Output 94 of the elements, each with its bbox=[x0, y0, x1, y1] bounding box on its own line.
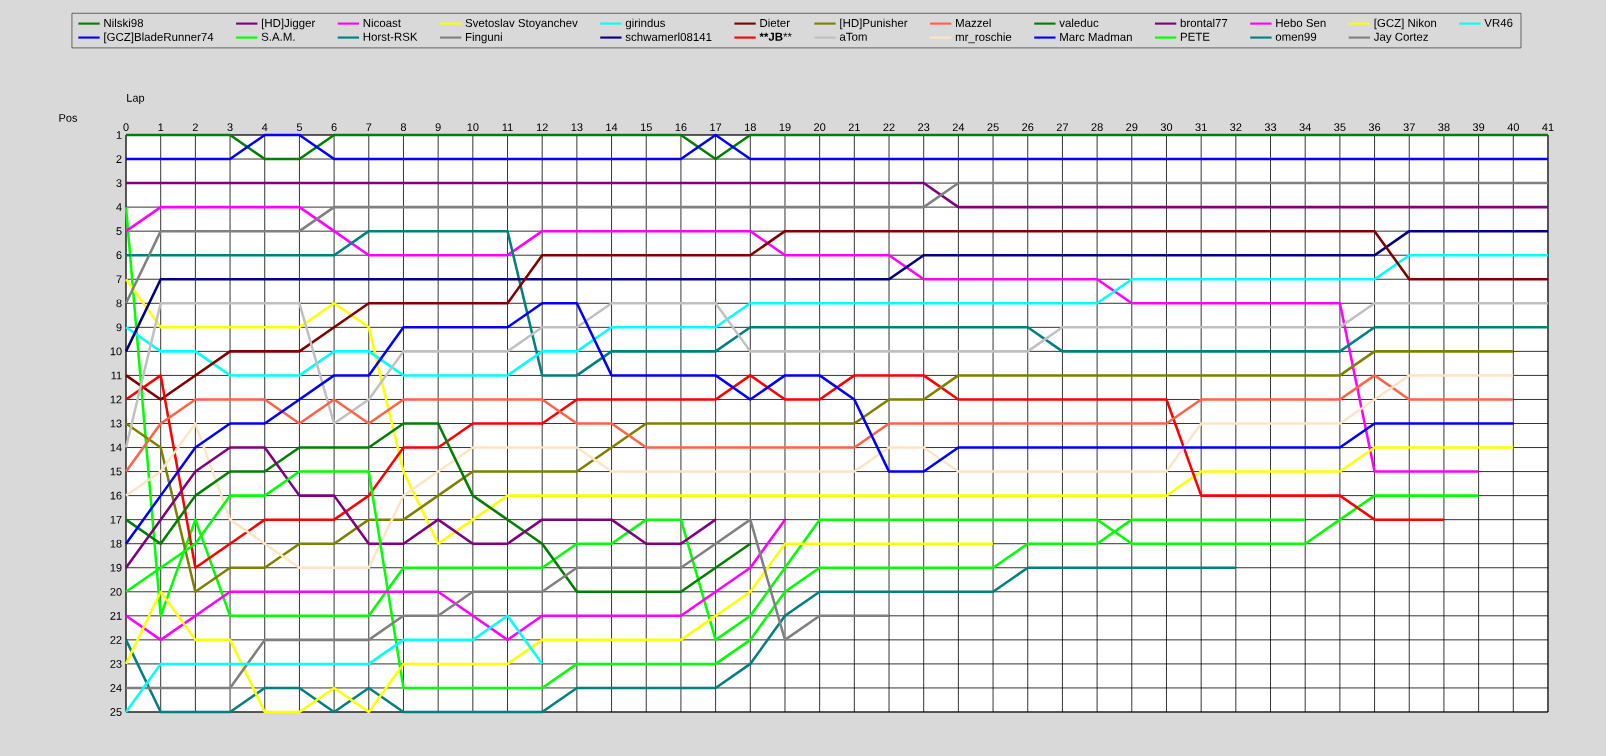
x-tick-label: 14 bbox=[606, 123, 618, 132]
x-tick-label: 0 bbox=[123, 123, 129, 132]
x-tick-label: 32 bbox=[1230, 123, 1242, 132]
y-tick-label: 19 bbox=[110, 563, 122, 572]
x-tick-label: 41 bbox=[1542, 123, 1554, 132]
y-tick-label: 2 bbox=[116, 155, 122, 163]
x-tick-label: 5 bbox=[296, 123, 303, 132]
x-tick-label: 24 bbox=[952, 123, 965, 132]
y-tick-label: 4 bbox=[116, 203, 122, 211]
x-tick-label: 30 bbox=[1160, 123, 1173, 132]
x-tick-label: 19 bbox=[779, 123, 791, 132]
y-tick-label: 20 bbox=[110, 587, 122, 596]
x-tick-label: 25 bbox=[987, 123, 999, 132]
legend-label: mr_roschie bbox=[955, 32, 1012, 44]
x-axis-title: Lap bbox=[127, 94, 145, 104]
y-tick-label: 11 bbox=[111, 371, 122, 380]
legend-label: [GCZ]BladeRunner74 bbox=[104, 32, 214, 44]
legend-label: Horst-RSK bbox=[363, 32, 418, 41]
x-tick-label: 6 bbox=[331, 123, 337, 132]
x-tick-label: 33 bbox=[1264, 123, 1277, 132]
x-tick-label: 12 bbox=[536, 123, 548, 132]
y-tick-label: 9 bbox=[116, 323, 122, 332]
x-tick-label: 21 bbox=[848, 123, 860, 132]
legend-label: **JB** bbox=[759, 32, 792, 41]
legend-label: valeduc bbox=[1059, 18, 1099, 28]
x-tick-label: 40 bbox=[1507, 123, 1519, 132]
x-tick-label: 27 bbox=[1056, 123, 1068, 132]
x-tick-label: 18 bbox=[745, 123, 756, 132]
y-tick-label: 25 bbox=[110, 708, 122, 716]
x-tick-label: 9 bbox=[435, 123, 441, 132]
y-tick-label: 10 bbox=[110, 347, 122, 356]
x-tick-label: 4 bbox=[261, 123, 268, 132]
y-tick-label: 23 bbox=[110, 660, 122, 668]
x-tick-label: 7 bbox=[366, 123, 372, 132]
y-tick-label: 24 bbox=[110, 684, 122, 692]
legend-label: PETE bbox=[1180, 32, 1210, 41]
legend-label: VR46 bbox=[1484, 18, 1513, 27]
x-tick-label: 2 bbox=[192, 123, 198, 132]
legend-label: Marc Madman bbox=[1060, 32, 1132, 41]
x-tick-label: 11 bbox=[502, 123, 513, 132]
x-tick-label: 17 bbox=[710, 123, 722, 132]
legend-label: Finguni bbox=[465, 32, 502, 44]
y-tick-label: 3 bbox=[116, 179, 122, 187]
legend-label: Nilski98 bbox=[104, 18, 144, 28]
legend-label: omen99 bbox=[1275, 32, 1317, 41]
x-tick-label: 38 bbox=[1438, 123, 1450, 132]
y-tick-label: 18 bbox=[110, 539, 122, 548]
legend-label: brontal77 bbox=[1180, 18, 1228, 28]
x-tick-label: 28 bbox=[1091, 123, 1103, 132]
y-tick-label: 22 bbox=[110, 636, 122, 644]
x-tick-label: 37 bbox=[1403, 123, 1415, 132]
legend-label: schwamerl08141 bbox=[625, 32, 712, 41]
x-tick-label: 35 bbox=[1334, 123, 1346, 132]
y-tick-label: 13 bbox=[110, 419, 122, 428]
y-tick-label: 7 bbox=[116, 275, 122, 284]
x-tick-label: 31 bbox=[1195, 123, 1207, 132]
x-tick-label: 1 bbox=[158, 123, 164, 132]
y-tick-label: 17 bbox=[110, 515, 122, 524]
y-tick-label: 15 bbox=[110, 467, 122, 476]
x-tick-label: 16 bbox=[675, 123, 687, 132]
x-tick-label: 26 bbox=[1022, 123, 1034, 132]
legend-label: Svetoslav Stoyanchev bbox=[465, 18, 578, 30]
y-tick-label: 8 bbox=[116, 299, 122, 308]
y-tick-label: 12 bbox=[110, 395, 122, 404]
y-tick-label: 6 bbox=[116, 251, 122, 260]
x-tick-label: 22 bbox=[883, 123, 895, 132]
legend-label: Mazzel bbox=[956, 18, 991, 28]
y-axis-title: Pos bbox=[59, 114, 78, 122]
x-tick-label: 15 bbox=[640, 123, 652, 132]
legend-label: Jay Cortez bbox=[1373, 32, 1428, 44]
legend-label: girindus bbox=[625, 18, 666, 30]
legend-label: [HD]Jigger bbox=[261, 18, 316, 30]
y-tick-label: 14 bbox=[110, 443, 122, 452]
y-tick-label: 16 bbox=[110, 491, 122, 500]
legend-label: [GCZ] Nikon bbox=[1374, 18, 1437, 30]
legend-label: Hebo Sen bbox=[1276, 18, 1326, 28]
legend-label: Dieter bbox=[760, 18, 790, 28]
x-tick-label: 34 bbox=[1299, 123, 1311, 132]
legend-label: [HD]Punisher bbox=[840, 18, 908, 30]
x-tick-label: 8 bbox=[400, 123, 407, 132]
x-tick-label: 3 bbox=[227, 123, 233, 132]
legend-label: S.A.M. bbox=[261, 32, 295, 41]
x-tick-label: 23 bbox=[918, 123, 930, 132]
x-tick-label: 29 bbox=[1126, 123, 1138, 132]
x-tick-label: 20 bbox=[814, 123, 826, 132]
x-tick-label: 13 bbox=[571, 123, 583, 132]
y-tick-label: 21 bbox=[110, 611, 122, 620]
x-tick-label: 36 bbox=[1368, 123, 1381, 132]
y-tick-label: 5 bbox=[116, 227, 122, 235]
legend-label: Nicoast bbox=[363, 18, 401, 28]
legend-label: aTom bbox=[839, 32, 867, 41]
x-tick-label: 39 bbox=[1472, 123, 1485, 132]
y-tick-label: 1 bbox=[116, 131, 122, 139]
x-tick-label: 10 bbox=[467, 123, 479, 132]
